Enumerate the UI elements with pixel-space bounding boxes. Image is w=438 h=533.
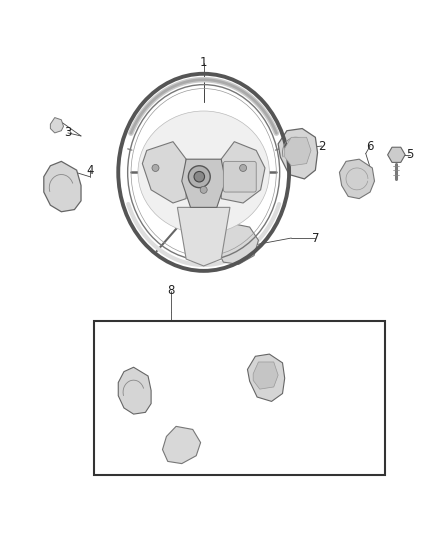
Polygon shape <box>142 142 186 203</box>
FancyBboxPatch shape <box>223 161 256 192</box>
Polygon shape <box>285 138 311 166</box>
Circle shape <box>240 165 247 172</box>
Polygon shape <box>221 142 265 203</box>
Text: 4: 4 <box>86 164 94 176</box>
Polygon shape <box>44 161 81 212</box>
Polygon shape <box>217 223 258 264</box>
Text: 2: 2 <box>318 140 326 152</box>
Polygon shape <box>339 159 374 199</box>
Circle shape <box>200 187 207 193</box>
Polygon shape <box>177 207 230 266</box>
Text: 5: 5 <box>406 148 413 161</box>
Polygon shape <box>182 159 226 207</box>
Polygon shape <box>50 118 64 133</box>
Polygon shape <box>253 362 278 389</box>
Text: 8: 8 <box>167 284 174 297</box>
Bar <box>94 321 385 474</box>
Text: 3: 3 <box>64 126 71 140</box>
Polygon shape <box>118 367 151 414</box>
Polygon shape <box>278 128 318 179</box>
Circle shape <box>194 172 205 182</box>
Text: 7: 7 <box>311 231 319 245</box>
Ellipse shape <box>138 111 269 233</box>
Text: 6: 6 <box>366 140 374 152</box>
Circle shape <box>152 165 159 172</box>
Circle shape <box>188 166 210 188</box>
Polygon shape <box>162 426 201 464</box>
Polygon shape <box>247 354 285 401</box>
Polygon shape <box>388 147 405 163</box>
Text: 1: 1 <box>200 56 208 69</box>
